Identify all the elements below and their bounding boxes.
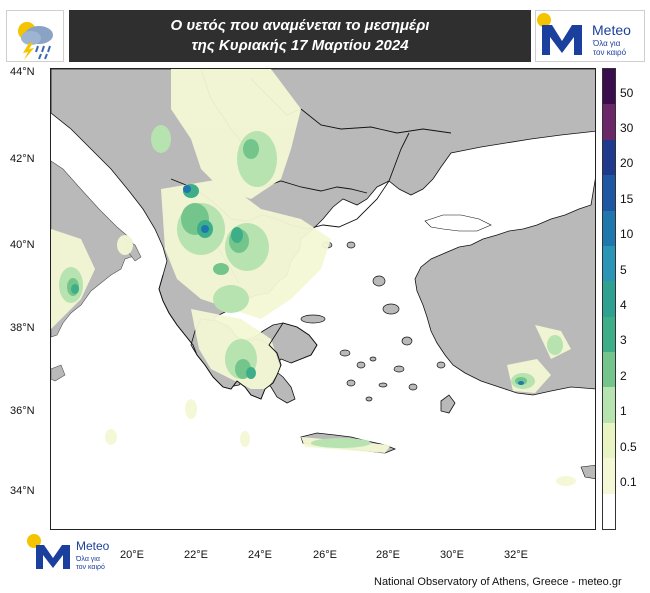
- legend-label: 3: [620, 333, 627, 348]
- m-logo-icon: [36, 545, 70, 569]
- tagline-2: τον καιρό: [593, 48, 627, 57]
- precipitation-overlay: [51, 69, 576, 486]
- legend-color-9: [603, 387, 615, 423]
- legend-label: 0.5: [620, 439, 637, 454]
- lon-label-26: 26°E: [313, 549, 337, 561]
- brand-name: Meteo: [592, 22, 631, 38]
- sicily: [51, 364, 66, 382]
- turkey-landmass: [414, 178, 595, 396]
- lat-label-36: 36°N: [10, 405, 35, 417]
- legend-label: 5: [620, 262, 627, 277]
- legend-label: 0.1: [620, 474, 637, 489]
- legend-label: 1: [620, 404, 627, 419]
- legend-label: 20: [620, 156, 634, 171]
- tagline-1: Όλα για: [75, 556, 100, 563]
- meteo-logo-bottom: Meteo Όλα για τον καιρό: [26, 533, 136, 573]
- lon-label-22: 22°E: [184, 549, 208, 561]
- legend-color-2: [603, 139, 615, 176]
- brand-name: Meteo: [76, 539, 110, 553]
- tagline-2: τον καιρό: [76, 563, 105, 571]
- lat-label-38: 38°N: [10, 322, 35, 334]
- sun-icon: [27, 534, 41, 548]
- title-line-2: της Κυριακής 17 Μαρτίου 2024: [191, 37, 409, 54]
- greece-coastline: [158, 274, 318, 400]
- legend-label: 30: [620, 121, 634, 136]
- legend-label: 4: [620, 298, 627, 312]
- title-line-1: Ο υετός που αναμένεται το μεσημέρι: [170, 17, 430, 34]
- lat-label-42: 42°N: [10, 153, 35, 165]
- lon-label-30: 30°E: [440, 549, 464, 561]
- legend-color-1: [603, 104, 615, 140]
- legend-color-6: [603, 281, 615, 317]
- legend-label: 2: [620, 368, 627, 383]
- legend-color-12: [603, 493, 615, 529]
- weather-icon-box: [6, 10, 64, 62]
- legend-label: 10: [620, 227, 634, 242]
- legend-color-4: [603, 210, 615, 246]
- precipitation-legend: [602, 68, 616, 530]
- lon-label-28: 28°E: [376, 549, 400, 561]
- legend-color-0: [603, 69, 615, 105]
- lon-label-32: 32°E: [504, 549, 528, 561]
- legend-color-11: [603, 458, 615, 494]
- tagline-1: Όλα για: [592, 39, 621, 48]
- lat-label-34: 34°N: [10, 485, 35, 497]
- lat-label-40: 40°N: [10, 239, 35, 251]
- marmara-sea: [424, 214, 492, 232]
- legend-color-7: [603, 316, 615, 352]
- lon-label-24: 24°E: [248, 549, 272, 561]
- meteo-logo-top: Meteo Όλα για τον καιρό: [535, 10, 645, 62]
- legend-color-3: [603, 175, 615, 211]
- precipitation-map: [50, 68, 596, 530]
- lon-label-20: 20°E: [120, 549, 144, 561]
- legend-color-5: [603, 245, 615, 282]
- legend-label: 15: [620, 191, 634, 206]
- rhodes: [440, 394, 456, 414]
- footer-credit: National Observatory of Athens, Greece -…: [374, 576, 622, 588]
- rain-cloud-lightning-icon: [18, 22, 53, 60]
- lat-label-44: 44°N: [10, 66, 35, 78]
- map-title: Ο υετός που αναμένεται το μεσημέρι της Κ…: [69, 10, 531, 62]
- sun-icon: [537, 13, 551, 27]
- m-logo-icon: [542, 25, 582, 55]
- legend-color-10: [603, 422, 615, 459]
- header: Ο υετός που αναμένεται το μεσημέρι της Κ…: [0, 10, 650, 62]
- cyprus-edge: [580, 464, 595, 479]
- legend-color-8: [603, 352, 615, 388]
- legend-label: 50: [620, 85, 634, 100]
